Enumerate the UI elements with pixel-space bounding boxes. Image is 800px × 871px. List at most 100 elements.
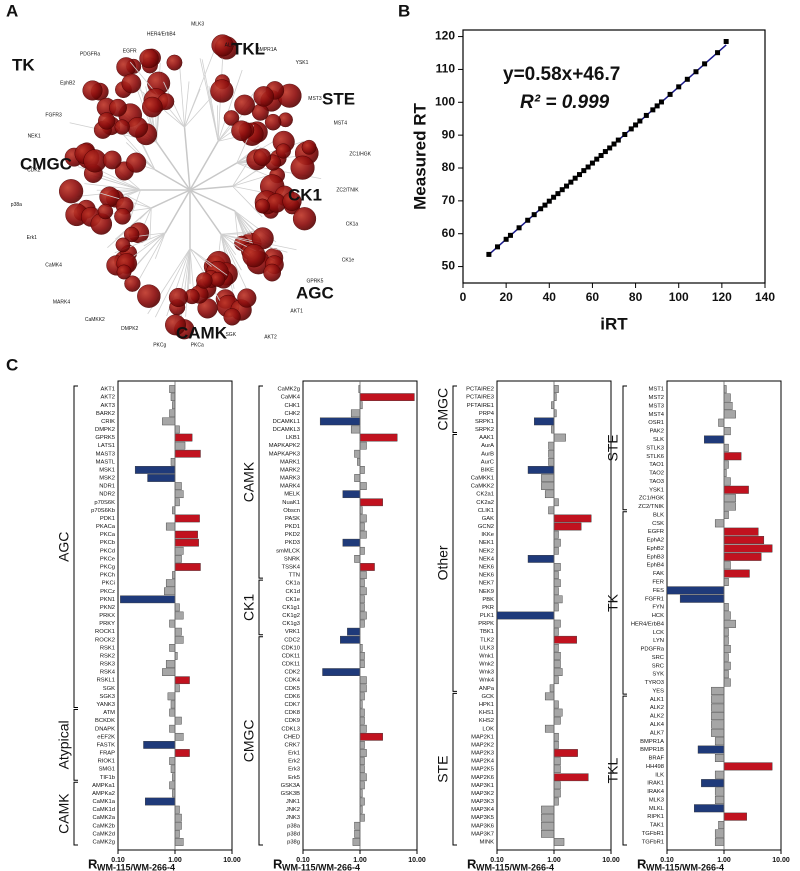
bar — [553, 530, 559, 539]
category-label: CaMK1a — [92, 799, 115, 805]
group-label: TK — [12, 55, 35, 74]
category-label: MAP3K1 — [471, 783, 494, 789]
kinase-node — [301, 139, 317, 155]
kinase-node — [124, 275, 141, 292]
bar — [697, 745, 725, 754]
group-bracket — [622, 511, 627, 695]
bar — [174, 538, 199, 547]
data-point — [559, 187, 565, 193]
bar — [553, 652, 561, 660]
category-label: CSK — [652, 521, 664, 527]
bar — [723, 578, 729, 586]
category-label: ATM — [103, 710, 115, 716]
tree-branch — [189, 248, 228, 276]
category-label: MAP3K4 — [471, 807, 495, 813]
bar — [723, 410, 736, 419]
bar — [723, 661, 731, 670]
bar — [134, 466, 176, 474]
bar — [553, 668, 563, 676]
group-label: AGC — [296, 283, 334, 302]
bar — [170, 457, 176, 466]
category-label: GSK3A — [281, 783, 300, 789]
data-point — [585, 164, 591, 170]
category-label: VRK1 — [285, 629, 300, 635]
data-point — [654, 103, 660, 109]
data-point — [564, 183, 570, 189]
kinase-node — [210, 79, 234, 103]
category-label: CDK11 — [282, 662, 300, 668]
data-point — [589, 160, 595, 166]
group-bracket — [452, 385, 457, 434]
node-label: DMPK2 — [121, 326, 138, 332]
group-label: TKL — [605, 758, 621, 784]
bar — [322, 668, 361, 676]
bar — [354, 830, 361, 838]
bar — [359, 498, 383, 507]
category-label: CaMK2g — [277, 387, 300, 393]
bar — [723, 636, 729, 645]
bar — [553, 644, 559, 652]
category-label: CaMK2b — [92, 823, 115, 829]
bar — [553, 385, 559, 393]
bar — [553, 603, 559, 612]
category-label: KHS1 — [479, 710, 494, 716]
x-tick-label: 80 — [629, 290, 643, 304]
tree-branch — [217, 105, 219, 142]
tree-branch — [164, 189, 191, 234]
x-tick-label: 1.00 — [353, 857, 367, 864]
tree-branch — [232, 185, 263, 218]
kinase-node — [109, 98, 127, 117]
x-tick-label: 20 — [499, 290, 513, 304]
bar — [553, 781, 561, 790]
tree-branch — [189, 248, 212, 267]
bar — [553, 433, 566, 442]
group-label: STE — [322, 89, 355, 108]
bar — [350, 409, 361, 418]
category-label: NuaK1 — [282, 500, 300, 506]
data-point — [628, 126, 634, 132]
category-label: Erk5 — [288, 775, 300, 781]
bar — [169, 385, 176, 393]
category-label: CRIK — [101, 419, 115, 425]
category-label: ALK2 — [650, 705, 664, 711]
bar — [723, 561, 731, 570]
bar — [711, 703, 725, 712]
bar — [174, 830, 180, 838]
bar — [174, 555, 182, 563]
kinase-node — [196, 272, 213, 289]
category-label: GAK — [482, 516, 494, 522]
bar — [319, 417, 361, 426]
bar — [541, 474, 555, 482]
data-point — [503, 236, 509, 242]
data-point — [594, 156, 600, 162]
bar — [553, 587, 559, 596]
category-label: CaMK4 — [281, 395, 301, 401]
bar — [359, 522, 365, 531]
kinase-node — [237, 288, 257, 308]
bar — [541, 821, 555, 830]
bar — [711, 728, 725, 737]
data-point — [684, 76, 690, 82]
category-label: JNK1 — [286, 799, 300, 805]
bar — [165, 579, 176, 587]
bar — [553, 522, 582, 531]
bar — [714, 519, 725, 528]
data-point — [637, 118, 643, 124]
category-label: CK1d — [285, 589, 300, 595]
bar — [723, 812, 747, 821]
category-label: EGFR — [648, 529, 664, 535]
bar — [723, 678, 731, 687]
category-label: PRPK — [478, 621, 494, 627]
kinase-node — [253, 86, 274, 107]
category-label: CRK7 — [285, 742, 300, 748]
tree-branch — [184, 46, 217, 128]
bar — [553, 538, 561, 547]
category-label: CK2a1 — [476, 492, 494, 498]
bar — [711, 695, 725, 704]
bar — [723, 670, 729, 679]
bar — [169, 409, 176, 418]
category-label: FER — [652, 580, 664, 586]
data-point — [542, 202, 548, 208]
category-label: MELK — [284, 492, 300, 498]
category-label: CDK5 — [285, 686, 300, 692]
